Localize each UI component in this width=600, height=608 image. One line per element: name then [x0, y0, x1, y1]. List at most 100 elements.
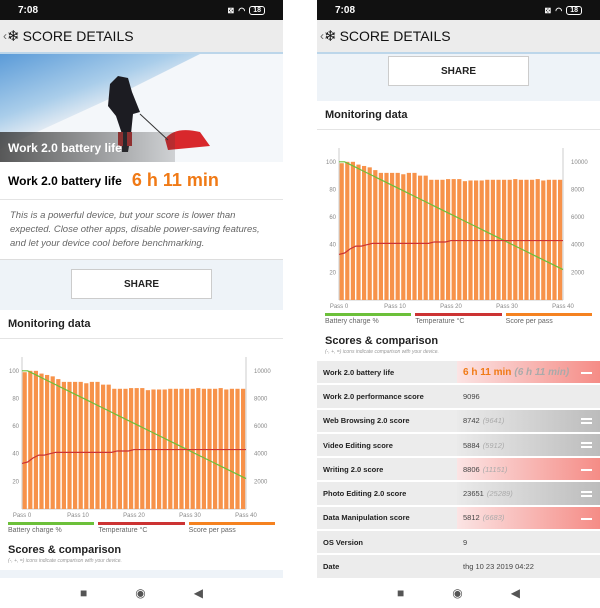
scores-note: (-, +, =) icons indicate comparison with…	[325, 349, 439, 355]
score-bar	[558, 179, 563, 300]
score-bar	[345, 161, 350, 300]
wifi-icon: ◠	[555, 5, 563, 15]
score-bar	[530, 179, 535, 300]
score-bar	[429, 179, 434, 300]
score-bar	[235, 389, 240, 510]
back-button[interactable]: ◀	[193, 586, 203, 600]
table-row[interactable]: Video Editing score 5884 (5912)	[317, 433, 600, 459]
score-bar	[373, 170, 378, 300]
score-bar	[378, 172, 383, 300]
snowflake-logo-icon: ❄	[324, 28, 337, 45]
score-bar	[350, 161, 355, 300]
score-bar	[117, 389, 122, 510]
x-tick-label: Pass 10	[67, 513, 89, 517]
minus-icon	[581, 517, 592, 520]
clock: 7:08	[18, 4, 39, 16]
result-label: Work 2.0 battery life	[8, 173, 122, 188]
table-row[interactable]: Data Manipulation score 5812 (6683)	[317, 506, 600, 532]
table-row[interactable]: Photo Editing 2.0 score 23651 (25289)	[317, 482, 600, 507]
battery-icon: 18	[249, 5, 265, 15]
score-bar	[106, 384, 111, 510]
score-bar	[241, 389, 246, 510]
home-button[interactable]: ◉	[452, 586, 463, 600]
score-bar	[22, 372, 27, 510]
equal-icon	[581, 490, 592, 497]
score-bar	[134, 388, 139, 510]
score-bar	[207, 389, 212, 510]
snowflake-logo-icon: ❄	[7, 28, 20, 45]
score-bar	[123, 389, 128, 510]
chart-legend: Battery charge % Temperature °C Score pe…	[0, 522, 283, 534]
result-description: This is a powerful device, but your scor…	[10, 210, 260, 249]
score-bar	[485, 179, 490, 300]
table-row[interactable]: Date thg 10 23 2019 04:22	[317, 555, 600, 580]
home-button[interactable]: ◉	[135, 586, 146, 600]
row-label: Writing 2.0 score	[323, 464, 384, 474]
score-bar	[196, 388, 201, 510]
score-bar	[418, 175, 423, 300]
scores-title: Scores & comparison	[325, 335, 439, 347]
row-reference: (9641)	[482, 416, 505, 426]
back-icon[interactable]: ‹	[320, 29, 324, 43]
table-row[interactable]: Work 2.0 battery life 6 h 11 min (6 h 11 m…	[317, 361, 600, 386]
row-reference: (25289)	[486, 489, 513, 499]
score-bar	[384, 172, 389, 300]
left-tick-label: 60	[329, 215, 336, 221]
scores-title: Scores & comparison	[8, 544, 122, 557]
monitoring-title: Monitoring data	[317, 101, 600, 130]
left-tick-label: 100	[326, 160, 337, 166]
row-value-cell: 23651 (25289)	[457, 482, 600, 505]
right-tick-label: 10000	[254, 369, 271, 375]
x-tick-label: Pass 0	[330, 304, 349, 308]
score-bar	[112, 389, 117, 510]
row-reference: (11151)	[482, 464, 508, 474]
row-label: Work 2.0 performance score	[323, 391, 424, 401]
back-button[interactable]: ◀	[510, 586, 520, 600]
minus-icon	[581, 372, 592, 375]
table-row[interactable]: Writing 2.0 score 8806 (11151)	[317, 458, 600, 483]
result-value: 6 h 11 min	[131, 170, 219, 190]
legend-temperature: Temperature °C	[98, 522, 185, 534]
score-bar	[33, 371, 38, 510]
table-row[interactable]: Work 2.0 performance score 9096	[317, 385, 600, 410]
score-bar	[423, 175, 428, 300]
score-bar	[89, 382, 94, 510]
x-tick-label: Pass 40	[552, 304, 574, 308]
row-label: Date	[323, 562, 340, 572]
hero-caption: Work 2.0 battery life	[0, 132, 176, 162]
score-bar	[535, 179, 540, 300]
score-bar	[39, 373, 44, 510]
score-bar	[446, 179, 451, 300]
score-bar	[401, 174, 406, 300]
left-tick-label: 80	[12, 397, 19, 403]
share-button[interactable]: SHARE	[388, 56, 529, 86]
score-bar	[61, 382, 66, 510]
x-tick-label: Pass 0	[13, 513, 32, 517]
score-bar	[412, 172, 417, 300]
scores-note: (-, +, =) icons indicate comparison with…	[8, 558, 122, 565]
recents-button[interactable]: ■	[397, 586, 405, 600]
table-row[interactable]: Web Browsing 2.0 score 8742 (9641)	[317, 409, 600, 434]
screen-right: 7:08 ⊠ ◠ 18 ‹ ❄ SCORE DETAILS SHARE Monitorin…	[317, 0, 600, 608]
score-bar	[406, 172, 411, 300]
score-bar	[28, 371, 33, 510]
share-button[interactable]: SHARE	[71, 269, 212, 300]
status-bar: 7:08 ⊠ ◠ 18	[0, 0, 283, 20]
battery-icon: 18	[566, 5, 582, 15]
row-value: 9	[463, 537, 468, 547]
recents-button[interactable]: ■	[80, 586, 88, 600]
score-bar	[229, 389, 234, 510]
score-bar	[552, 179, 557, 300]
row-value: 8806	[463, 464, 480, 474]
row-value-cell: 5884 (5912)	[457, 433, 600, 457]
battery-line	[22, 370, 247, 480]
right-tick-label: 10000	[571, 160, 588, 166]
back-icon[interactable]: ‹	[3, 29, 7, 43]
table-row[interactable]: OS Version 9	[317, 531, 600, 556]
temperature-line	[338, 239, 563, 255]
score-bar	[101, 384, 106, 510]
score-bar	[513, 179, 518, 300]
app-header: ‹ ❄ SCORE DETAILS	[0, 20, 283, 54]
wifi-icon: ◠	[238, 5, 246, 15]
score-bar	[546, 179, 551, 300]
